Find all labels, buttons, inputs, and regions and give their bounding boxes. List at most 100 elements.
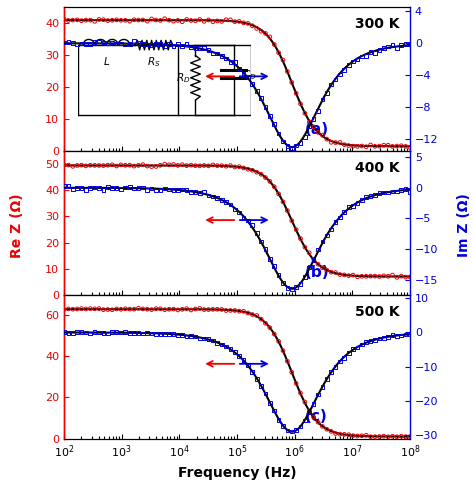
Point	[345, 431, 353, 439]
Point	[384, 43, 392, 50]
Point	[148, 330, 155, 338]
X-axis label: Frequency (Hz): Frequency (Hz)	[178, 466, 296, 480]
Point	[367, 192, 374, 200]
Point	[288, 217, 296, 224]
Text: 300 K: 300 K	[355, 18, 400, 31]
Point	[109, 39, 116, 47]
Point	[314, 107, 322, 115]
Point	[222, 16, 230, 24]
Point	[109, 161, 116, 169]
Point	[301, 273, 309, 281]
Point	[135, 304, 142, 312]
Point	[310, 115, 318, 123]
Point	[117, 328, 125, 336]
Point	[213, 195, 221, 202]
Point	[73, 305, 81, 313]
Point	[178, 42, 186, 49]
Point	[297, 235, 304, 243]
Point	[367, 337, 374, 345]
Point	[332, 363, 339, 371]
Point	[319, 264, 326, 271]
Point	[183, 162, 191, 170]
Point	[170, 330, 177, 338]
Point	[248, 166, 256, 174]
Point	[178, 305, 186, 313]
Point	[323, 232, 330, 240]
Point	[257, 27, 265, 35]
Point	[183, 16, 191, 24]
Point	[236, 209, 243, 217]
Point	[301, 416, 309, 424]
Point	[262, 173, 269, 181]
Point	[248, 80, 256, 88]
Point	[152, 16, 160, 24]
Point	[345, 272, 353, 280]
Point	[266, 324, 273, 332]
Point	[121, 305, 129, 313]
Point	[113, 162, 120, 170]
Point	[363, 431, 370, 439]
Point	[73, 16, 81, 24]
Point	[109, 328, 116, 336]
Point	[165, 161, 173, 169]
Point	[332, 269, 339, 276]
Point	[213, 339, 221, 346]
Point	[82, 305, 90, 313]
Point	[91, 18, 99, 25]
Point	[349, 432, 357, 440]
Point	[292, 426, 300, 434]
Point	[288, 144, 296, 151]
Point	[73, 184, 81, 192]
Point	[144, 162, 151, 170]
Point	[244, 165, 252, 173]
Point	[113, 184, 120, 192]
Point	[126, 161, 134, 169]
Point	[297, 100, 304, 108]
Point	[310, 400, 318, 408]
Text: (c): (c)	[305, 409, 328, 424]
Point	[340, 271, 348, 279]
Point	[82, 328, 90, 336]
Point	[398, 331, 405, 339]
Point	[196, 16, 203, 24]
Point	[345, 203, 353, 211]
Point	[117, 305, 125, 313]
Point	[402, 433, 410, 441]
Point	[191, 333, 199, 341]
Point	[349, 142, 357, 150]
Point	[183, 332, 191, 340]
Point	[389, 432, 396, 440]
Point	[384, 141, 392, 149]
Point	[402, 273, 410, 281]
Point	[78, 305, 85, 313]
Point	[283, 207, 291, 215]
Point	[384, 333, 392, 341]
Point	[95, 38, 103, 46]
Point	[288, 368, 296, 376]
Point	[328, 138, 335, 146]
Point	[332, 219, 339, 226]
Point	[406, 433, 414, 441]
Point	[156, 17, 164, 24]
Point	[345, 61, 353, 69]
Point	[406, 40, 414, 48]
Point	[257, 171, 265, 178]
Point	[283, 142, 291, 149]
Point	[297, 280, 304, 288]
Point	[222, 198, 230, 206]
Point	[209, 193, 217, 200]
Point	[393, 433, 401, 441]
Point	[340, 208, 348, 216]
Point	[130, 329, 138, 337]
Point	[380, 334, 388, 342]
Point	[266, 112, 273, 120]
Point	[248, 221, 256, 229]
Point	[367, 272, 374, 280]
Point	[253, 24, 261, 32]
Point	[144, 186, 151, 194]
Point	[117, 161, 125, 169]
Point	[191, 162, 199, 170]
Point	[283, 68, 291, 75]
Point	[305, 409, 313, 416]
Point	[104, 161, 111, 169]
